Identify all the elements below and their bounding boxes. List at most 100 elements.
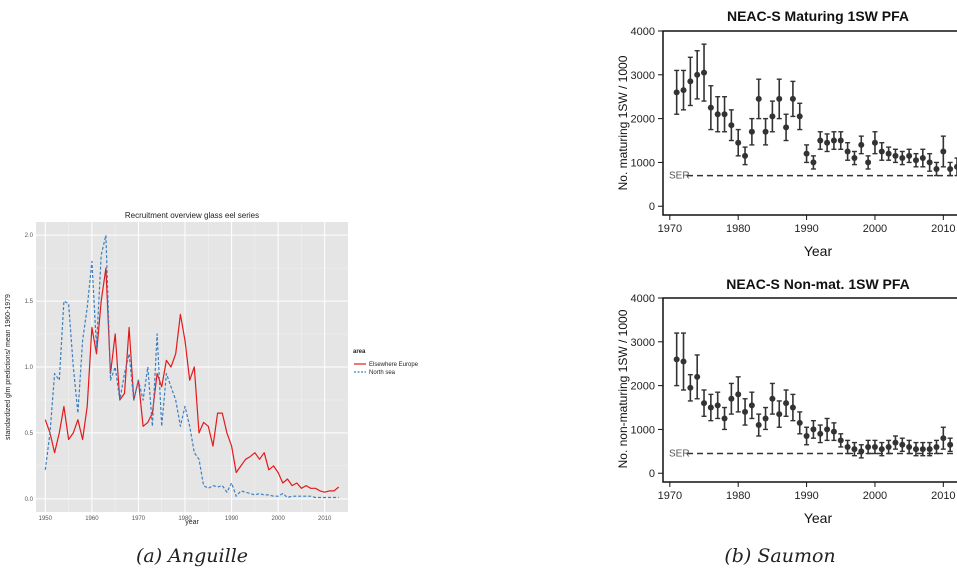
- caption-anguille: (a) Anguille: [136, 545, 248, 567]
- non-maturing-1sw-chart: NEAC-S Non-mat. 1SW PFA 0 1000 2000 3000 400…: [616, 276, 957, 526]
- non-data-point: [735, 391, 742, 398]
- eel-y-tick-label: 1.0: [25, 365, 34, 371]
- mat-data-point: [796, 113, 803, 120]
- non-maturing-chart-title: NEAC-S Non-mat. 1SW PFA: [726, 276, 910, 292]
- eel-legend: area Elsewhere Europe North sea: [353, 349, 419, 376]
- non-data-point: [673, 356, 680, 363]
- eel-x-axis-label: year: [185, 519, 199, 526]
- mat-data-point: [810, 159, 817, 166]
- mat-data-point: [701, 69, 708, 76]
- mat-data-point: [721, 111, 728, 118]
- mat-data-point: [954, 163, 957, 170]
- non-data-point: [858, 448, 865, 455]
- non-data-point: [748, 402, 755, 409]
- eel-x-tick-label: 2000: [271, 516, 285, 522]
- mat-data-point: [680, 87, 687, 94]
- mat-data-point: [817, 137, 824, 144]
- maturing-y-axis-label: No. maturing 1SW / 1000: [616, 55, 630, 190]
- non-data-point: [796, 419, 803, 426]
- non-data-point: [776, 411, 783, 418]
- mat-data-point: [865, 159, 872, 166]
- mat-y-tick-label: 0: [649, 201, 655, 213]
- non-data-point: [878, 446, 885, 453]
- eel-gridlines: [36, 222, 348, 512]
- eel-y-tick-label: 1.5: [25, 299, 34, 305]
- non-y-tick-label: 2000: [631, 381, 655, 393]
- non-data-point: [721, 415, 728, 422]
- mat-data-point: [892, 152, 899, 159]
- non-y-tick-label: 4000: [631, 293, 655, 305]
- non-data-point: [824, 426, 831, 433]
- non-data-point: [844, 443, 851, 450]
- eel-y-tick-label: 0.5: [25, 431, 34, 437]
- non-data-point: [899, 441, 906, 448]
- non-maturing-y-axis-label: No. non-maturing 1SW / 1000: [616, 309, 630, 468]
- non-maturing-x-axis-label: Year: [804, 510, 833, 526]
- non-data-point: [933, 443, 940, 450]
- mat-data-point: [728, 122, 735, 129]
- non-data-point: [728, 395, 735, 402]
- non-data-point: [783, 400, 790, 407]
- non-x-tick-label: 1980: [726, 490, 750, 502]
- non-data-point: [687, 384, 694, 391]
- mat-data-point: [783, 124, 790, 131]
- series-line-elsewhere-europe: [44, 267, 340, 493]
- mat-data-point: [871, 139, 878, 146]
- non-data-point: [830, 428, 837, 435]
- non-frame-rect: [662, 297, 957, 483]
- caption-saumon: (b) Saumon: [724, 545, 835, 567]
- mat-data-point: [851, 155, 858, 162]
- mat-data-point: [789, 95, 796, 102]
- non-x-tick-label: 1990: [794, 490, 818, 502]
- non-data-point: [912, 446, 919, 453]
- eel-x-tick-label: 1970: [132, 516, 146, 522]
- non-data-point: [694, 373, 701, 380]
- eel-y-tick-label: 2.0: [25, 233, 34, 239]
- non-y-tick-label: 3000: [631, 337, 655, 349]
- mat-data-point: [919, 155, 926, 162]
- non-y-tick-label: 1000: [631, 424, 655, 436]
- mat-data-point: [912, 157, 919, 164]
- eel-x-tick-labels: 1950 1960 1970 1980 1990 2000 2010: [39, 516, 332, 522]
- non-y-tick-label: 0: [649, 468, 655, 480]
- eel-x-tick-label: 1960: [85, 516, 99, 522]
- mat-data-point: [748, 128, 755, 135]
- mat-data-point: [906, 152, 913, 159]
- mat-ser-label: SER: [669, 171, 690, 182]
- mat-data-point: [755, 95, 762, 102]
- non-data-point: [789, 404, 796, 411]
- non-data-point: [817, 430, 824, 437]
- eel-y-tick-label: 0.0: [25, 497, 34, 503]
- mat-x-tick-label: 1980: [726, 223, 750, 235]
- eel-series-lines: [44, 234, 340, 499]
- eel-y-axis-label: standardized glm predictions/ mean 1960-…: [5, 294, 12, 440]
- maturing-points: SER: [669, 43, 957, 182]
- mat-data-point: [947, 166, 954, 172]
- non-data-point: [707, 404, 714, 411]
- mat-data-point: [940, 148, 947, 155]
- mat-data-point: [926, 159, 933, 166]
- series-line-north-sea: [44, 234, 339, 499]
- non-data-point: [714, 402, 721, 409]
- non-data-point: [940, 435, 947, 442]
- mat-y-tick-label: 1000: [631, 157, 655, 169]
- mat-data-point: [824, 139, 831, 146]
- eel-x-tick-label: 1980: [178, 516, 192, 522]
- mat-data-point: [694, 71, 701, 78]
- mat-y-tick-label: 4000: [631, 26, 655, 38]
- mat-data-point: [735, 139, 742, 146]
- mat-data-point: [742, 152, 749, 159]
- mat-data-point: [707, 104, 714, 111]
- non-data-point: [919, 446, 926, 453]
- maturing-ticks: 0 1000 2000 3000 4000 1970 1980 1990 2000 2010: [631, 26, 956, 235]
- mat-data-point: [714, 111, 721, 118]
- legend-label-north-sea: North sea: [369, 370, 396, 376]
- mat-data-point: [885, 150, 892, 157]
- non-data-point: [837, 437, 844, 444]
- non-data-point: [871, 443, 878, 450]
- eel-chart-title: Recruitment overview glass eel series: [125, 211, 259, 220]
- non-data-point: [742, 408, 749, 415]
- non-data-point: [701, 400, 708, 407]
- non-data-point: [865, 443, 872, 450]
- non-data-point: [680, 358, 687, 365]
